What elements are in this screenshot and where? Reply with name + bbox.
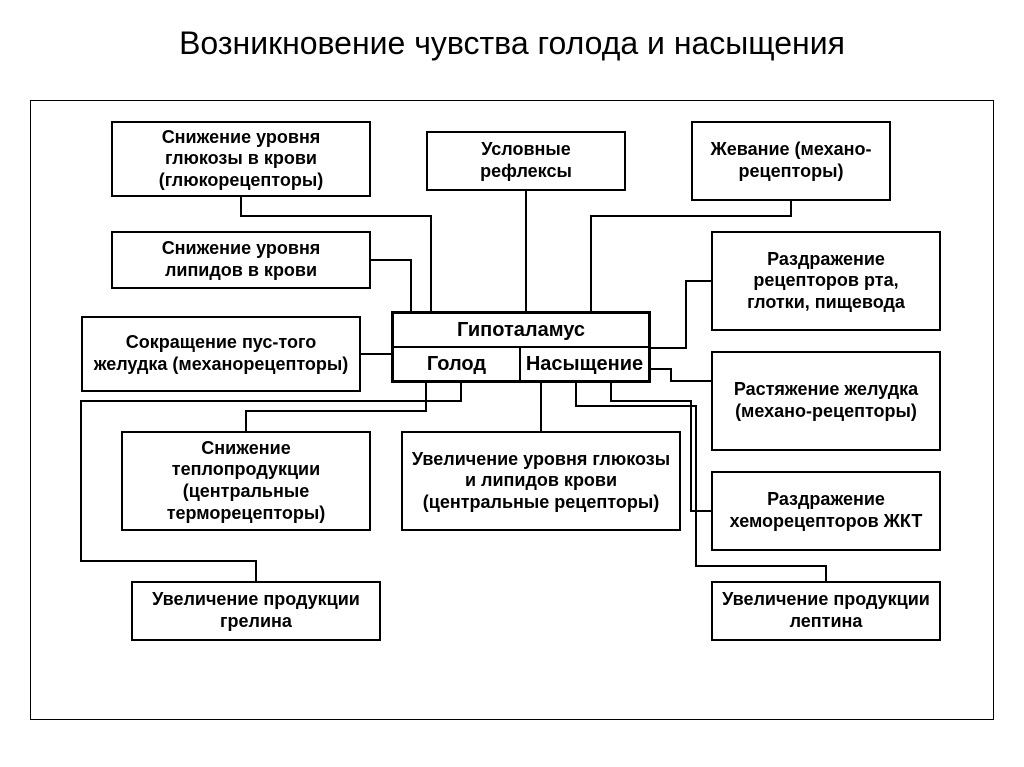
center-top-label: Гипоталамус [394, 314, 648, 348]
center-right-label: Насыщение [521, 348, 648, 380]
node-n7: Растяжение желудка (механо-рецепторы) [711, 351, 941, 451]
node-n2: Условные рефлексы [426, 131, 626, 191]
diagram-frame: Гипоталамус Голод Насыщение Снижение уро… [30, 100, 994, 720]
center-left-label: Голод [394, 348, 521, 380]
node-n8: Снижение теплопродукции (центральные тер… [121, 431, 371, 531]
node-n9: Увеличение уровня глюкозы и липидов кров… [401, 431, 681, 531]
node-n1: Снижение уровня глюкозы в крови (глюкоре… [111, 121, 371, 197]
node-n6: Сокращение пус-того желудка (механорецеп… [81, 316, 361, 392]
node-n12: Увеличение продукции лептина [711, 581, 941, 641]
node-n5: Раздражение рецепторов рта, глотки, пище… [711, 231, 941, 331]
page-title: Возникновение чувства голода и насыщения [0, 0, 1024, 82]
node-n10: Раздражение хеморецепторов ЖКТ [711, 471, 941, 551]
node-n4: Снижение уровня липидов в крови [111, 231, 371, 289]
node-n3: Жевание (механо-рецепторы) [691, 121, 891, 201]
center-hypothalamus: Гипоталамус Голод Насыщение [391, 311, 651, 383]
node-n11: Увеличение продукции грелина [131, 581, 381, 641]
